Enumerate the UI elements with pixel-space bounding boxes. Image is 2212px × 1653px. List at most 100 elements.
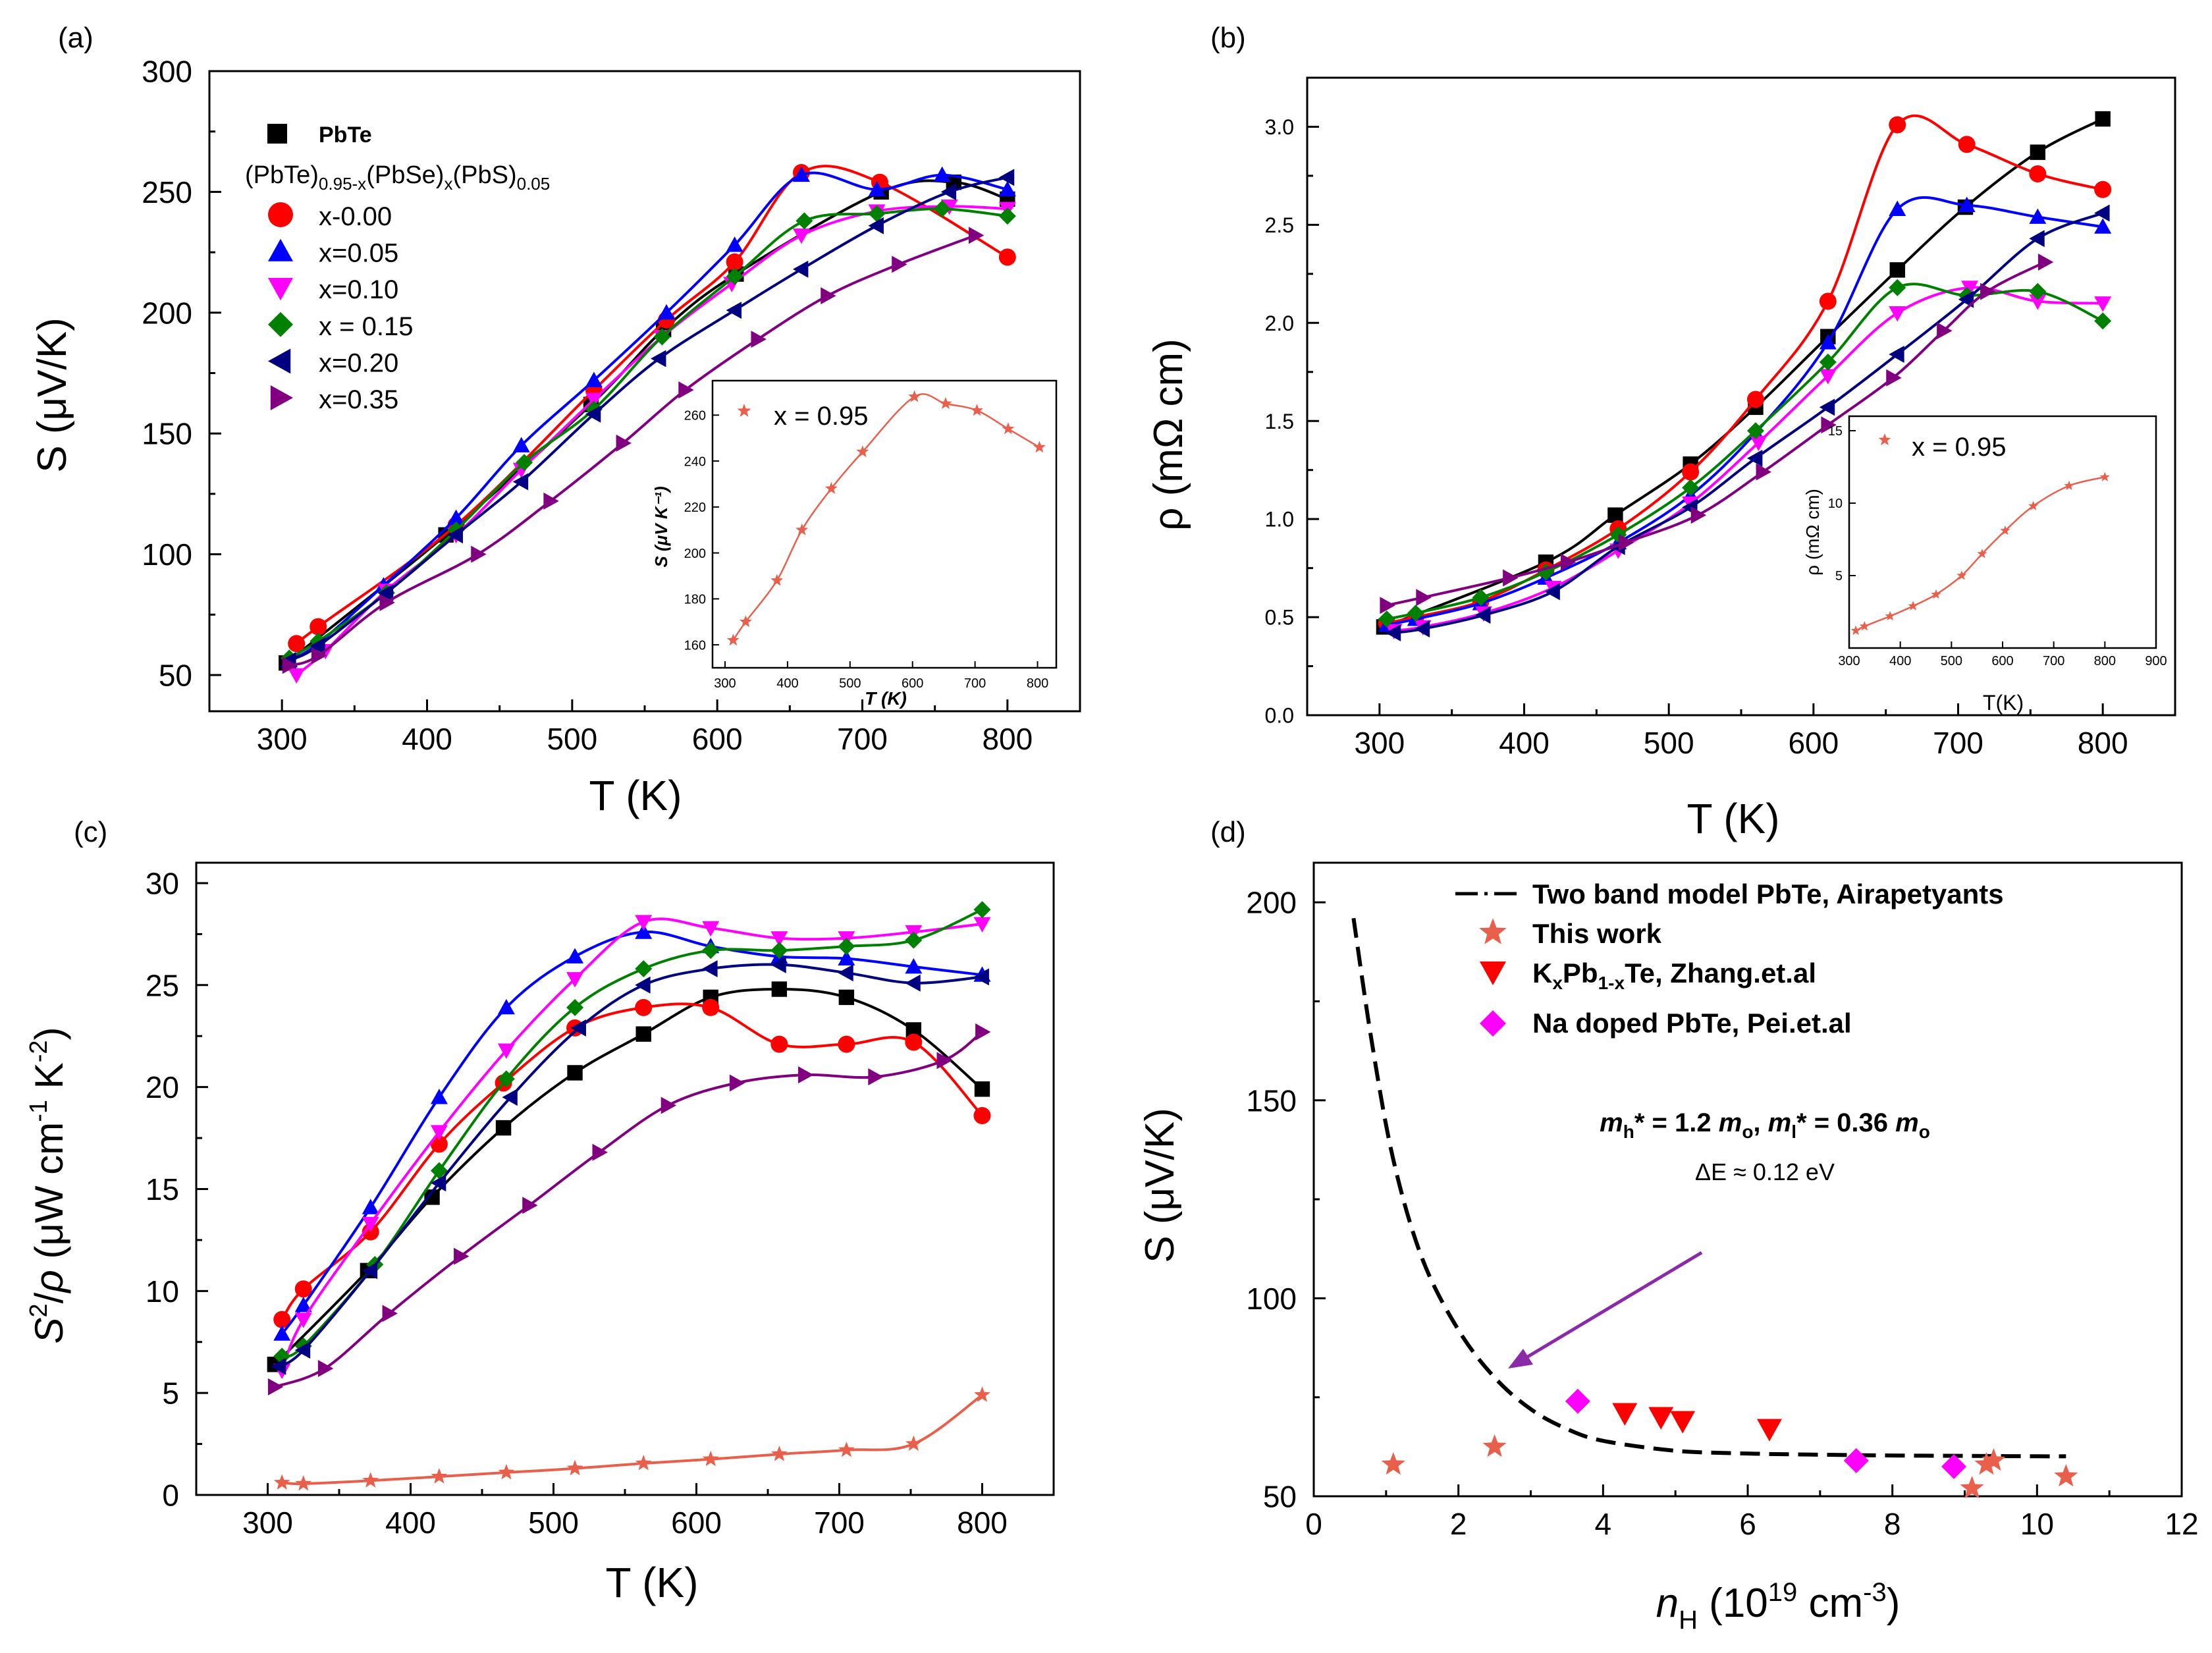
panel-c-label: (c) — [74, 816, 107, 848]
data-point — [940, 183, 957, 201]
data-point — [1889, 116, 1906, 134]
x-tick-label: 10 — [2020, 1507, 2054, 1541]
y-tick-label: 300 — [142, 55, 192, 89]
legend-key-zhang — [1480, 962, 1506, 985]
x-axis-title: T (K) — [605, 1559, 698, 1606]
x-tick-label: 800 — [2094, 654, 2116, 668]
x-tick-label: 2 — [1450, 1507, 1467, 1541]
data-point — [1961, 281, 1979, 296]
data-point — [1958, 136, 1976, 153]
data-point — [362, 1199, 379, 1214]
data-point — [651, 350, 666, 367]
data-point — [702, 998, 720, 1016]
panel-a-label: (a) — [58, 22, 94, 54]
panel-c: (c) 300 400 500 600 700 800 0 5 10 15 20 25 30 T (K)… — [25, 816, 1055, 1606]
legend-key-this-work — [1479, 918, 1507, 944]
data-point — [973, 1107, 991, 1124]
data-point — [497, 1070, 515, 1088]
data-point — [1819, 334, 1837, 350]
inset-axes: 300 400 500 600 700 800 900 5 10 15 — [1828, 424, 2167, 668]
data-point — [868, 205, 886, 223]
data-point — [294, 1297, 312, 1313]
panel-a: (a) 300 400 500 600 700 80050100150200250300 … — [30, 22, 1081, 819]
data-point — [1980, 283, 1996, 300]
inset-legend-key — [737, 404, 751, 417]
data-point — [1002, 422, 1015, 435]
series-x-0-35 — [267, 1023, 991, 1396]
data-point — [1889, 200, 1906, 216]
inset-x-title: T (K) — [865, 688, 907, 709]
data-point — [1381, 1451, 1405, 1475]
data-point — [1889, 345, 1904, 363]
data-point — [447, 526, 463, 544]
y-tick-label: 5 — [1835, 569, 1843, 583]
arrow-head — [1508, 1349, 1533, 1368]
data-point — [2094, 312, 2112, 330]
data-point — [974, 1386, 990, 1402]
data-point — [946, 175, 962, 190]
series-x-0-95 — [273, 1386, 990, 1491]
panel-b: (b) 300 400 500 600 700 800 0.0 0.5 1.0 1.5 2.0 2.5… — [1146, 22, 2176, 842]
data-point — [424, 1189, 440, 1205]
data-point — [905, 1022, 922, 1038]
data-point — [838, 1441, 855, 1457]
data-point — [635, 976, 651, 994]
data-point — [1756, 1419, 1782, 1442]
x-tick-label: 300 — [242, 1505, 293, 1540]
y-tick-label: 250 — [142, 175, 192, 209]
data-point — [2095, 111, 2111, 127]
data-point — [430, 1125, 448, 1141]
data-point — [2029, 283, 2047, 300]
x-tick-label: 300 — [714, 676, 736, 691]
y-tick-label: 2.5 — [1265, 213, 1294, 237]
y-tick-label: 30 — [146, 867, 179, 901]
data-point — [2030, 144, 2046, 160]
data-point — [2094, 218, 2112, 234]
data-point — [1407, 605, 1424, 622]
x-tick-label: 4 — [1595, 1507, 1612, 1541]
y-tick-label: 20 — [146, 1070, 179, 1104]
data-point — [770, 1035, 788, 1053]
data-point — [726, 634, 740, 646]
data-point — [998, 248, 1016, 266]
data-point — [905, 931, 923, 949]
y-axis-title: S (μV/K) — [1137, 1108, 1183, 1263]
data-point — [585, 371, 603, 387]
data-point — [1472, 589, 1490, 607]
inset-axes: 300 400 500 600 700 800 160 180 200 220 240 260 — [684, 409, 1049, 691]
x-tick-label: 400 — [402, 722, 452, 756]
data-point — [567, 1065, 583, 1081]
axes: 300 400 500 600 700 800 0.0 0.5 1.0 1.5 2.0 2.5 3.0 — [1265, 115, 2128, 760]
data-point — [379, 593, 395, 611]
data-point — [570, 1019, 586, 1037]
data-point — [971, 404, 983, 416]
band-gap-annotation: ΔE ≈ 0.12 eV — [1695, 1158, 1835, 1185]
x-tick-label: 900 — [2145, 654, 2167, 668]
legend-key-x-0-20 — [268, 348, 291, 374]
inset-series — [726, 390, 1046, 646]
data-point — [856, 445, 869, 458]
y-tick-label: 5 — [162, 1376, 179, 1411]
data-point — [661, 1097, 677, 1114]
data-point — [905, 1435, 922, 1451]
data-point — [1746, 422, 1764, 440]
data-point — [998, 169, 1015, 186]
data-point — [317, 1360, 334, 1377]
data-point — [1565, 1388, 1590, 1414]
x-tick-label: 500 — [547, 722, 597, 756]
data-point — [362, 1262, 378, 1280]
data-point — [1908, 601, 1918, 610]
data-point — [635, 1455, 652, 1471]
legend-label-pei: Na doped PbTe, Pei.et.al — [1532, 1008, 1852, 1039]
data-point — [516, 454, 533, 472]
x-tick-label: 800 — [982, 722, 1033, 756]
data-point — [892, 256, 907, 273]
data-point — [2029, 294, 2047, 310]
x-axis-title: nH (1019 cm-3) — [1656, 1578, 1901, 1635]
data-point — [678, 381, 694, 399]
arrow-shaft — [1526, 1251, 1703, 1359]
x-tick-label: 6 — [1739, 1507, 1756, 1541]
data-point — [2037, 253, 2054, 271]
inset-legend-key — [1878, 433, 1891, 446]
